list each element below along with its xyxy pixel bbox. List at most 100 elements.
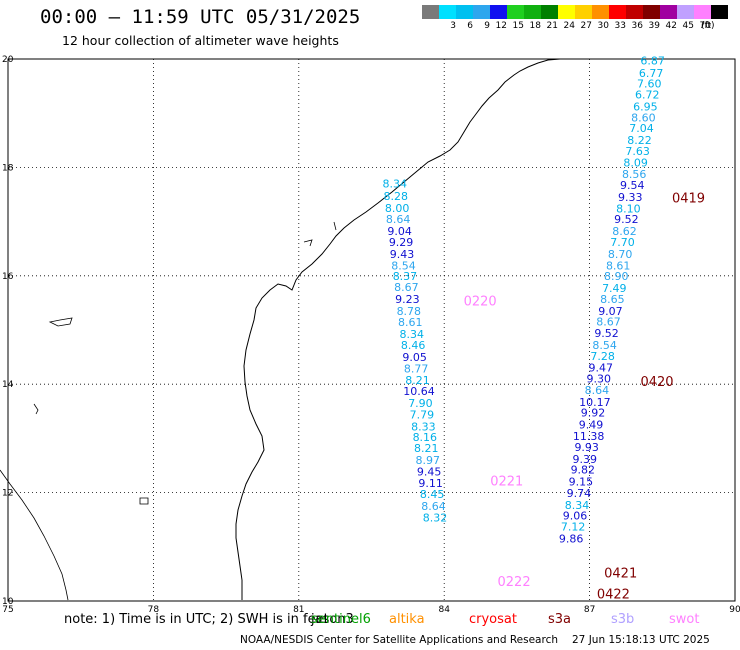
wave-height-value: 8.22 [627, 134, 652, 147]
india-east-coastline [235, 58, 561, 600]
wave-height-value: 8.21 [405, 374, 430, 387]
colorbar-tick-label: 30 [597, 21, 609, 31]
island-dot-5 [333, 221, 337, 231]
credit-text: NOAA/NESDIS Center for Satellite Applica… [240, 634, 558, 646]
island-dot-2 [139, 497, 149, 505]
wave-height-value: 8.46 [401, 339, 426, 352]
wave-height-value: 9.52 [594, 327, 619, 340]
colorbar-swatch: 45 [677, 5, 694, 31]
colorbar-tick-label: 21 [546, 21, 558, 31]
colorbar-swatch: 30 [592, 5, 609, 31]
colorbar-tick-label: 9 [484, 21, 490, 31]
lat-tick-label: 10 [2, 597, 14, 607]
wave-height-value: 8.54 [391, 259, 416, 272]
wave-height-value: 9.86 [559, 532, 584, 545]
wave-height-value: 7.79 [410, 408, 435, 421]
wave-height-value: 6.72 [635, 89, 660, 102]
map-subtitle: 12 hour collection of altimeter wave hei… [62, 33, 339, 48]
colorbar-swatch: 15 [507, 5, 524, 31]
wave-height-value: 8.34 [383, 177, 408, 190]
colorbar-tick-label: 3 [450, 21, 456, 31]
wave-height-value: 6.77 [639, 67, 664, 80]
island-dot-3 [33, 403, 39, 415]
colorbar-tick-label: 24 [563, 21, 575, 31]
satellite-legend-swot: swot [669, 612, 700, 627]
wave-height-value: 9.29 [389, 236, 414, 249]
colorbar-tick-label: 27 [580, 21, 592, 31]
wave-height-value: 8.00 [385, 202, 410, 215]
pass-id-label: 0422 [597, 587, 630, 602]
satellite-legend-s3b: s3b [611, 612, 635, 627]
satellite-legend-cryosat: cryosat [469, 612, 517, 627]
wave-height-value: 6.95 [633, 100, 658, 113]
island-dot-4 [303, 239, 313, 247]
pass-id-label: 0220 [464, 295, 497, 310]
wave-height-value: 8.65 [600, 293, 625, 306]
map-title: 00:00 – 11:59 UTC 05/31/2025 [40, 6, 361, 28]
wave-height-value: 7.12 [561, 521, 586, 534]
wave-height-colorbar: 3 6 9 12 15 18 21 24 27 30 33 36 39 42 45 70 [422, 5, 728, 31]
wave-height-value: 9.47 [588, 362, 613, 375]
lat-lon-grid [7, 58, 736, 602]
wave-height-value: 8.61 [398, 316, 423, 329]
wave-height-value: 8.64 [421, 500, 446, 513]
colorbar-swatch: 3 [439, 5, 456, 31]
colorbar-swatch: 39 [643, 5, 660, 31]
colorbar-tick-label: 36 [631, 21, 643, 31]
pass-id-label: 0221 [490, 475, 523, 490]
lat-tick-label: 18 [2, 163, 14, 173]
wave-height-value: 9.54 [620, 179, 645, 192]
wave-height-value: 9.93 [574, 441, 599, 454]
lon-tick-label: 75 [2, 605, 13, 615]
wave-height-value: 8.77 [404, 362, 429, 375]
wave-height-value: 8.61 [606, 259, 631, 272]
lon-tick-label: 81 [293, 605, 304, 615]
wave-height-value: 7.70 [610, 236, 635, 249]
colorbar-swatch [711, 5, 728, 19]
wave-height-value: 8.28 [383, 190, 408, 203]
wave-height-value: 9.05 [402, 351, 427, 364]
wave-height-value: 9.43 [390, 248, 415, 261]
wave-height-value: 9.82 [571, 464, 596, 477]
wave-height-value: 8.56 [622, 168, 647, 181]
wave-height-value: 7.49 [602, 282, 627, 295]
wave-height-value: 10.17 [579, 396, 611, 409]
wave-height-value: 8.67 [596, 316, 621, 329]
wave-height-value: 7.28 [590, 350, 615, 363]
generated-timestamp: 27 Jun 15:18:13 UTC 2025 [572, 634, 710, 646]
satellite-legend-altika: altika [389, 612, 425, 627]
wave-height-value: 8.33 [411, 420, 436, 433]
pass-id-label: 0419 [672, 192, 705, 207]
colorbar-tick-label: 15 [512, 21, 524, 31]
wave-height-value: 8.97 [415, 454, 440, 467]
wave-height-value: 7.63 [625, 145, 650, 158]
wave-height-value: 8.67 [394, 281, 419, 294]
colorbar-tick-label: 45 [682, 21, 694, 31]
wave-height-value: 8.34 [399, 328, 424, 341]
wave-height-value: 9.11 [418, 477, 443, 490]
colorbar-swatch: 12 [490, 5, 507, 31]
colorbar-swatch: 6 [456, 5, 473, 31]
footer-note: note: 1) Time is in UTC; 2) SWH is in fe… [64, 612, 329, 627]
wave-height-value: 8.45 [420, 488, 445, 501]
wave-height-value: 7.04 [629, 122, 654, 135]
colorbar-swatch: 9 [473, 5, 490, 31]
wave-height-value: 10.64 [403, 385, 435, 398]
lon-tick-label: 87 [584, 605, 595, 615]
wave-height-value: 8.60 [631, 111, 656, 124]
lon-tick-label: 78 [148, 605, 160, 615]
wave-height-value: 9.74 [567, 487, 592, 500]
wave-height-value: 9.15 [569, 476, 594, 489]
wave-height-value: 8.70 [608, 248, 633, 261]
satellite-legend-s3a: s3a [548, 612, 572, 627]
colorbar-unit: (ft) [701, 21, 715, 31]
colorbar-swatch: 24 [558, 5, 575, 31]
colorbar-tick-label: 33 [614, 21, 626, 31]
pass-id-label: 0420 [640, 375, 673, 390]
lon-tick-label: 90 [729, 605, 740, 615]
footer-credit: NOAA/NESDIS Center for Satellite Applica… [240, 634, 710, 646]
pass-id-label: 0222 [498, 575, 531, 590]
map-frame [7, 58, 736, 602]
colorbar-swatch: 42 [660, 5, 677, 31]
